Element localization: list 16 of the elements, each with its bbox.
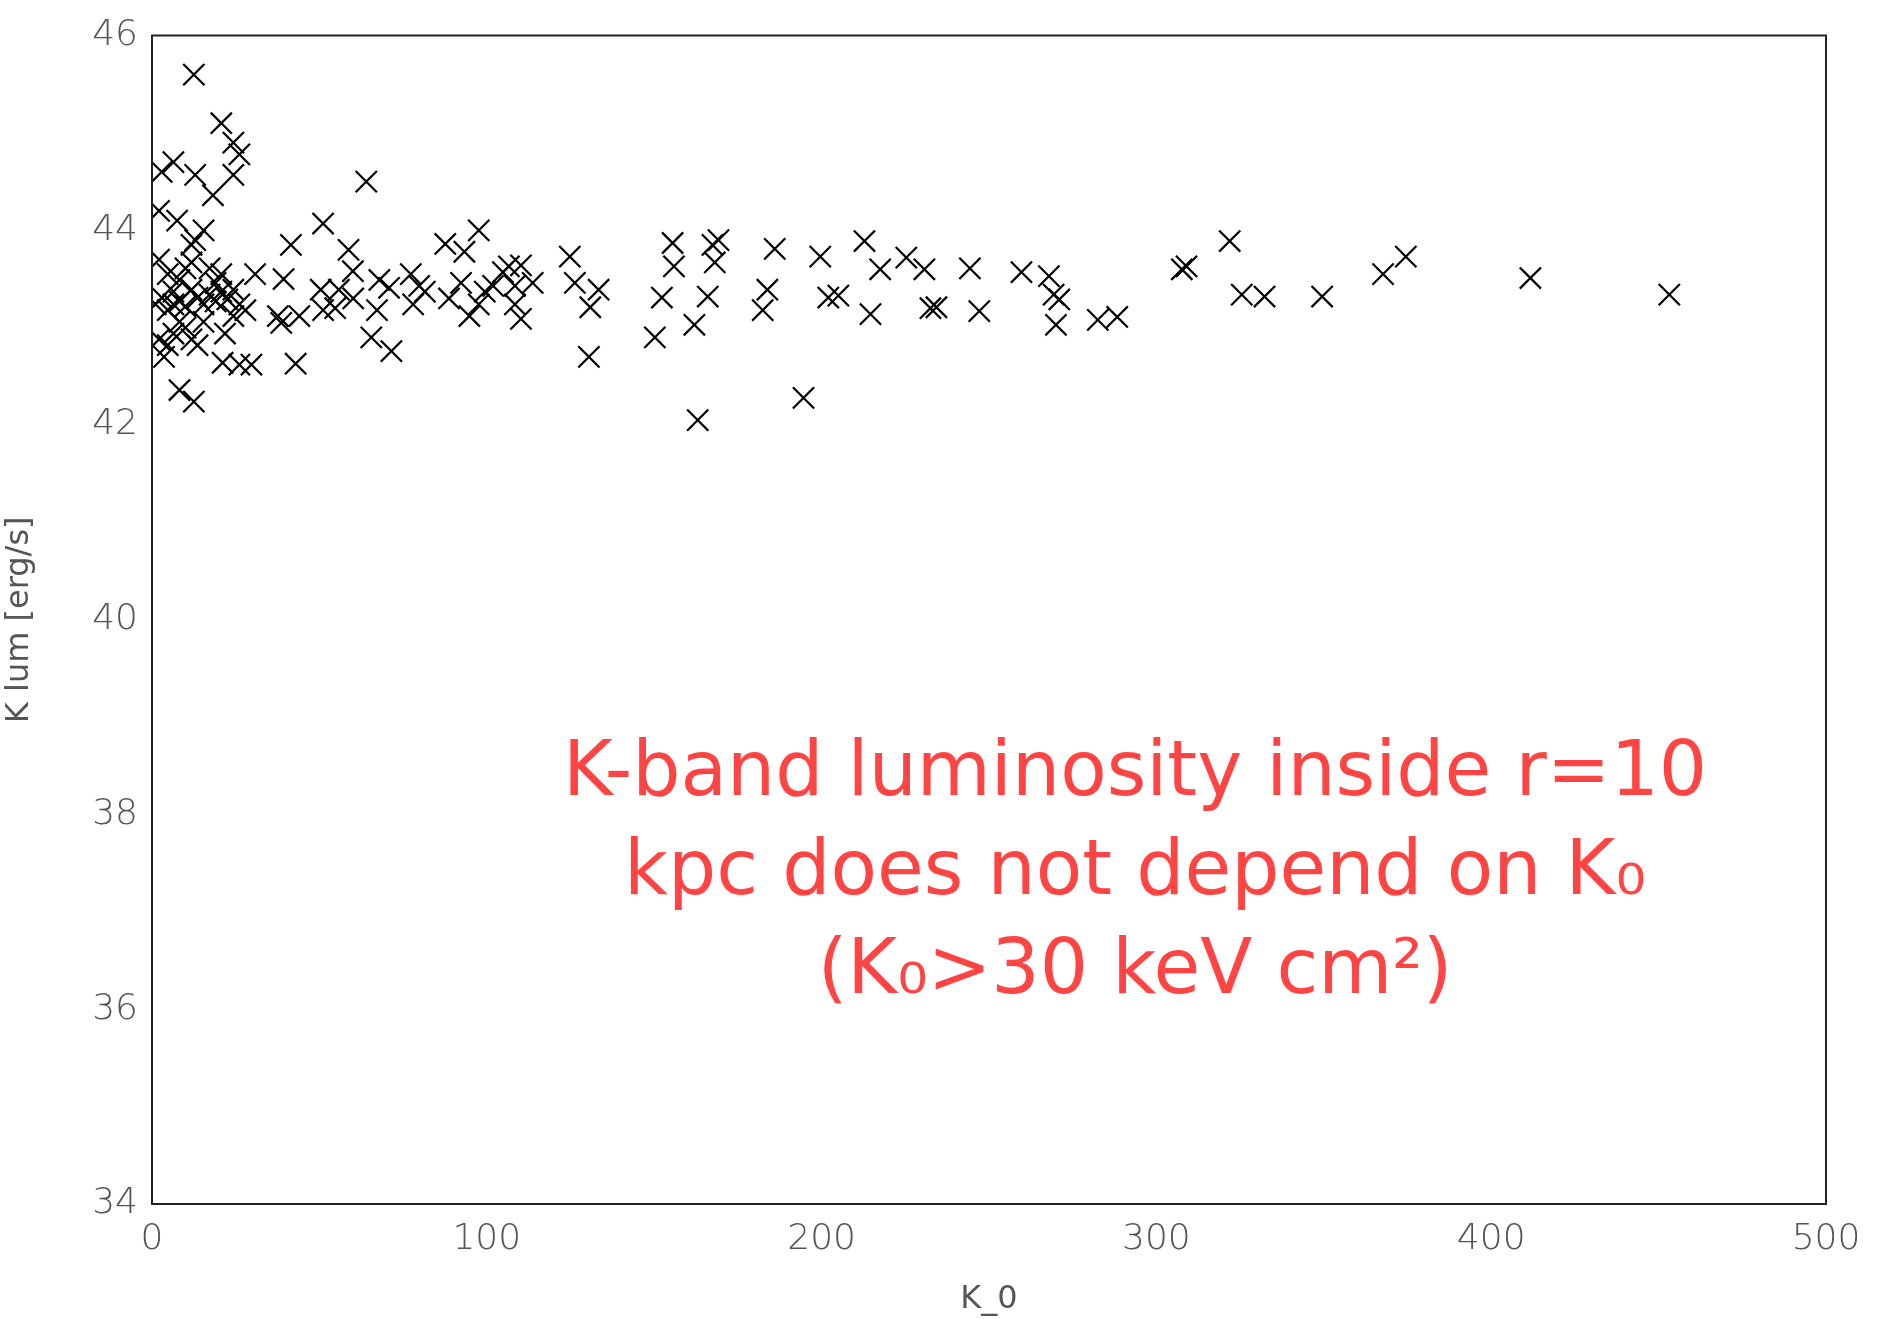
- y-tick-label: 46: [92, 11, 138, 53]
- x-tick-label: 200: [787, 1215, 856, 1257]
- y-tick-label: 38: [92, 790, 138, 832]
- y-tick-label: 34: [92, 1180, 138, 1222]
- x-axis-title: K_0: [960, 1278, 1018, 1317]
- x-tick-label: 0: [140, 1215, 164, 1257]
- y-tick-label: 40: [92, 596, 138, 638]
- x-tick-label: 500: [1791, 1215, 1861, 1257]
- y-tick-label: 36: [92, 985, 138, 1027]
- x-tick-label: 100: [452, 1215, 522, 1257]
- y-tick-label: 42: [92, 401, 138, 443]
- x-tick-label: 400: [1456, 1215, 1526, 1257]
- annotation: K-band luminosity inside r=10 kpc does not depend on K₀ (K₀>30 keV cm²): [561, 723, 1709, 1013]
- x-tick-label: 300: [1122, 1215, 1191, 1257]
- y-axis-title: K lum [erg/s]: [0, 516, 36, 724]
- y-tick-label: 44: [92, 206, 138, 248]
